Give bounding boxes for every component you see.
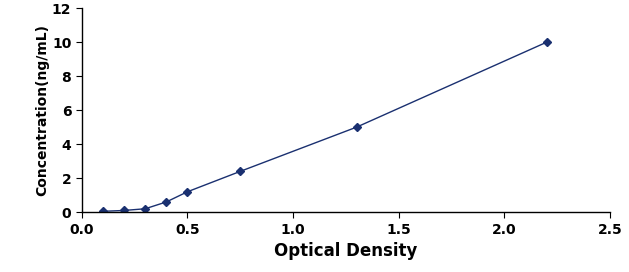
Y-axis label: Concentration(ng/mL): Concentration(ng/mL) <box>35 24 49 196</box>
X-axis label: Optical Density: Optical Density <box>274 242 418 260</box>
